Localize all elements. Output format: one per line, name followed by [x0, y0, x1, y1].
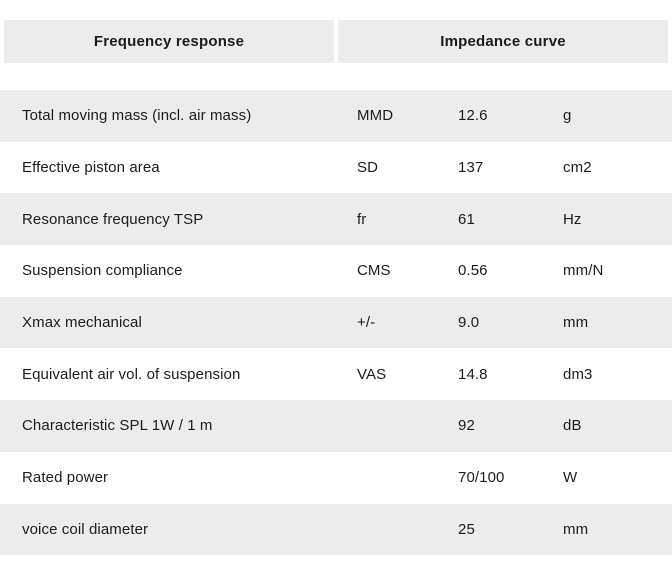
spec-label: Xmax mechanical [22, 314, 142, 332]
spec-symbol: SD [357, 159, 379, 177]
spec-unit: mm [563, 314, 589, 332]
spec-label: Total moving mass (incl. air mass) [22, 107, 252, 125]
spec-unit: g [563, 107, 572, 125]
table-row: Equivalent air vol. of suspension VAS 14… [0, 348, 672, 401]
spec-label: Equivalent air vol. of suspension [22, 365, 241, 383]
tab-impedance-curve[interactable]: Impedance curve [338, 20, 668, 63]
spec-value: 0.56 [458, 262, 488, 280]
tab-frequency-response-label: Frequency response [93, 33, 245, 50]
table-row: Characteristic SPL 1W / 1 m 92 dB [0, 400, 672, 452]
spec-table: Total moving mass (incl. air mass) MMD 1… [0, 90, 672, 556]
spec-value: 25 [458, 520, 475, 538]
spec-symbol: CMS [357, 262, 391, 280]
tab-impedance-curve-label: Impedance curve [440, 33, 566, 50]
spec-label: voice coil diameter [22, 520, 149, 538]
spec-label: Effective piston area [22, 159, 160, 177]
table-row: Total moving mass (incl. air mass) MMD 1… [0, 90, 672, 142]
spec-label: Rated power [22, 469, 109, 487]
spec-symbol: +/- [357, 314, 376, 332]
spec-value: 137 [458, 159, 484, 177]
spec-unit: dB [563, 417, 582, 435]
table-row: Xmax mechanical +/- 9.0 mm [0, 296, 672, 349]
spec-unit: cm2 [563, 159, 592, 177]
spec-value: 61 [458, 210, 475, 228]
spec-symbol: MMD [357, 107, 394, 125]
spec-symbol: VAS [357, 365, 387, 383]
spec-unit: mm/N [563, 262, 604, 280]
spec-value: 9.0 [458, 314, 480, 332]
spec-unit: Hz [563, 210, 582, 228]
table-row: Suspension compliance CMS 0.56 mm/N [0, 245, 672, 297]
table-row: Resonance frequency TSP fr 61 Hz [0, 193, 672, 246]
spec-value: 92 [458, 417, 475, 435]
spec-value: 70/100 [458, 469, 505, 487]
tab-frequency-response[interactable]: Frequency response [4, 20, 334, 63]
spec-unit: dm3 [563, 365, 593, 383]
spec-unit: W [563, 469, 578, 487]
chart-tabs: Frequency response Impedance curve [4, 20, 668, 63]
spec-unit: mm [563, 520, 589, 538]
table-row: Rated power 70/100 W [0, 451, 672, 504]
table-row: voice coil diameter 25 mm [0, 503, 672, 556]
spec-symbol: fr [357, 210, 367, 228]
spec-value: 12.6 [458, 107, 488, 125]
spec-value: 14.8 [458, 365, 488, 383]
spec-label: Suspension compliance [22, 262, 183, 280]
spec-label: Resonance frequency TSP [22, 210, 204, 228]
table-row: Effective piston area SD 137 cm2 [0, 141, 672, 194]
spec-label: Characteristic SPL 1W / 1 m [22, 417, 213, 435]
